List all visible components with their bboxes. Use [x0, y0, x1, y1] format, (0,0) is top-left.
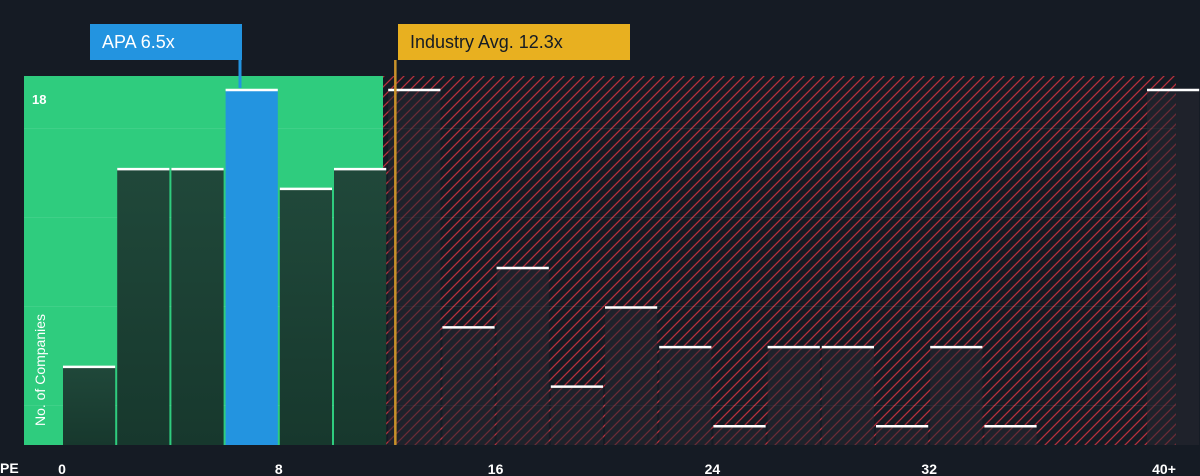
histogram-bar: [442, 326, 495, 445]
histogram-bar: [1147, 89, 1200, 445]
company-pe-callout: APA 6.5x: [90, 24, 242, 60]
x-tick-label: 16: [488, 461, 504, 476]
x-tick-label: 32: [921, 461, 937, 476]
histogram-bar: [659, 346, 712, 445]
histogram-bar: [767, 346, 820, 445]
histogram-bar: [713, 425, 766, 445]
y-axis-title: No. of Companies: [32, 313, 48, 427]
histogram-bar: [550, 385, 603, 445]
x-tick-label: 0: [58, 461, 66, 476]
x-tick-label: 40+: [1152, 461, 1176, 476]
histogram-bar: [334, 168, 387, 445]
y-tick-label-max: 18: [32, 92, 47, 107]
histogram-bar: [117, 168, 170, 445]
histogram-bar: [63, 365, 116, 445]
histogram-bar: [821, 346, 874, 445]
histogram-bar: [496, 267, 549, 445]
histogram-bar: [605, 306, 658, 445]
histogram-bar: [984, 425, 1037, 445]
histogram-bar: [225, 89, 278, 445]
histogram-bar: [876, 425, 929, 445]
x-tick-label: 8: [275, 461, 283, 476]
x-tick-label: 24: [705, 461, 721, 476]
histogram-bar: [171, 168, 224, 445]
industry-average-callout: Industry Avg. 12.3x: [398, 24, 630, 60]
x-axis-title: PE: [0, 460, 19, 476]
histogram-bar: [279, 187, 332, 445]
histogram-bar: [930, 346, 983, 445]
histogram-bar: [388, 89, 441, 445]
